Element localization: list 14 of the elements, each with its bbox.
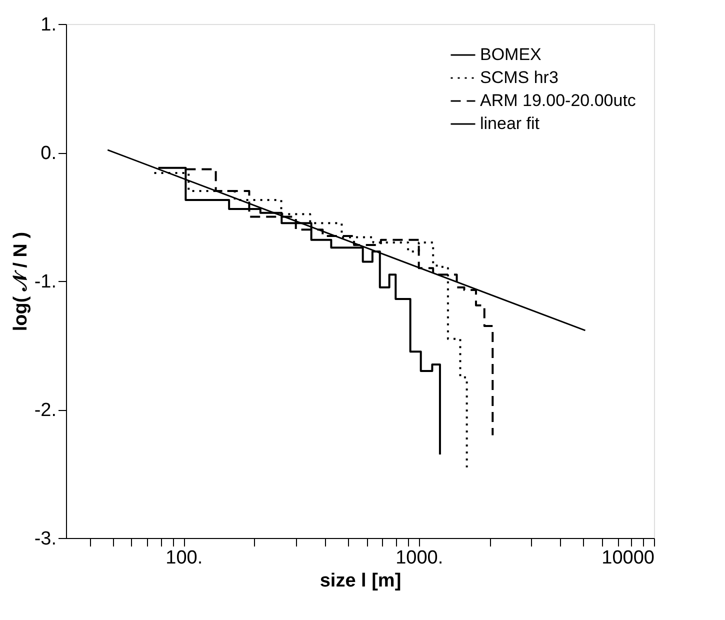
x-axis-title: size l [m]	[320, 570, 402, 592]
legend-label: ARM 19.00-20.00utc	[480, 91, 636, 110]
legend-label: BOMEX	[480, 45, 542, 64]
y-tick-label: -2.	[34, 400, 56, 421]
x-tick-label: 1000.	[396, 548, 444, 568]
y-tick-label: -1.	[34, 272, 56, 292]
y-tick-label: -3.	[34, 528, 56, 550]
legend-label: SCMS hr3	[480, 68, 558, 87]
y-axis-title: log( 𝒩 / N )	[10, 232, 32, 332]
x-tick-label: 10000	[602, 548, 654, 568]
legend-label: linear fit	[480, 114, 540, 133]
y-tick-label: 1.	[40, 14, 56, 36]
y-tick-label: 0.	[40, 143, 56, 164]
x-tick-label: 100.	[166, 548, 203, 568]
